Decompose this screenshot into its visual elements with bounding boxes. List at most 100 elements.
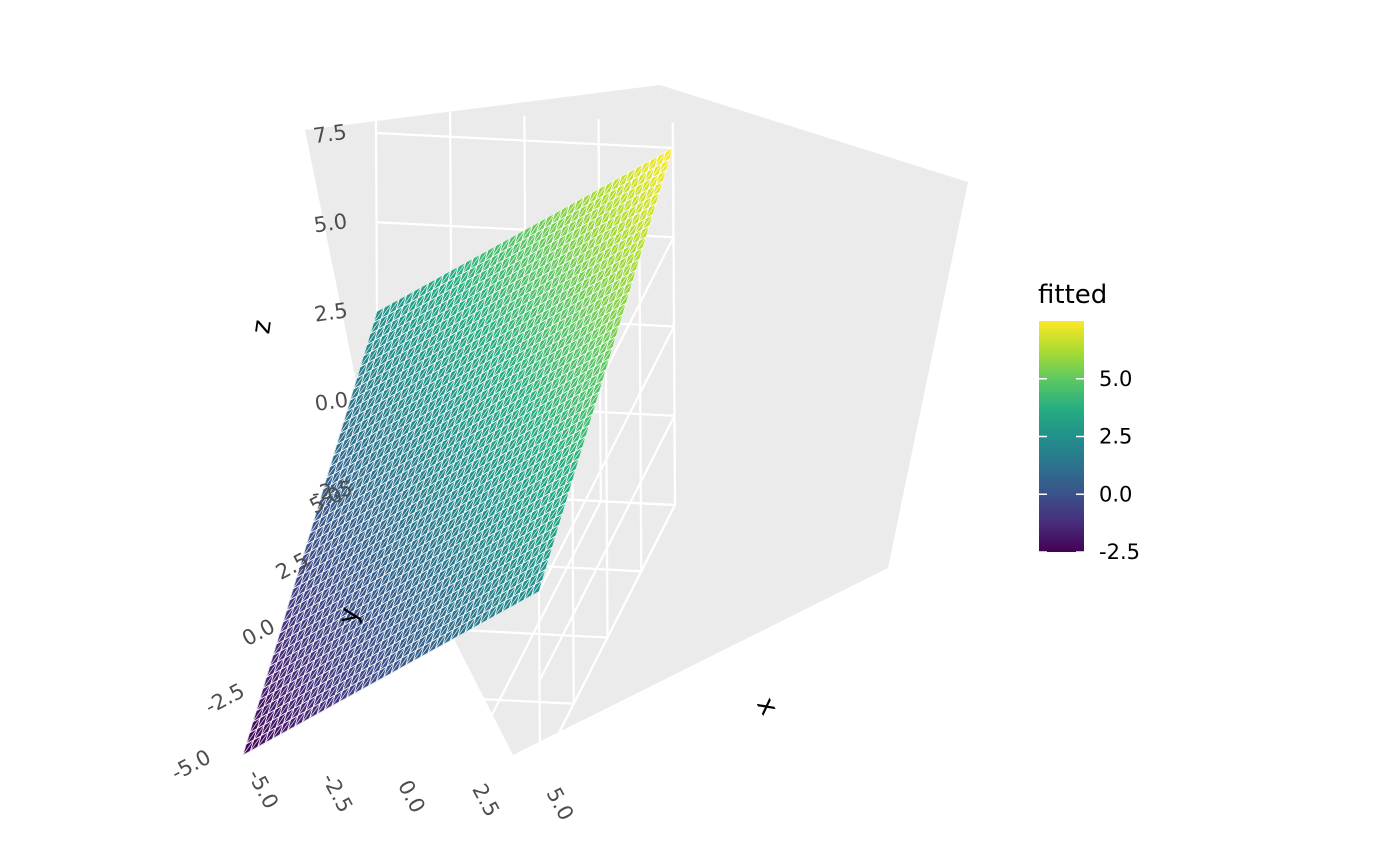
mesh-diagonal: [348, 450, 360, 466]
mesh-diagonal: [400, 624, 413, 641]
mesh-diagonal: [256, 713, 269, 729]
mesh-diagonal: [315, 662, 327, 679]
mesh-diagonal: [345, 461, 357, 477]
mesh-diagonal: [329, 636, 341, 652]
mesh-diagonal: [415, 413, 427, 429]
mesh-diagonal: [394, 461, 406, 478]
mesh-diagonal: [387, 567, 399, 584]
mesh-diagonal: [269, 650, 281, 667]
mesh-diagonal: [421, 474, 433, 491]
mesh-diagonal: [303, 659, 316, 676]
mesh-diagonal: [473, 344, 485, 361]
mesh-diagonal: [437, 502, 449, 519]
mesh-diagonal: [324, 611, 336, 627]
mesh-diagonal: [434, 430, 447, 446]
mesh-diagonal: [297, 681, 309, 698]
mesh-diagonal: [352, 457, 365, 473]
mesh-diagonal: [380, 589, 392, 606]
mesh-diagonal: [322, 658, 335, 675]
mesh-diagonal: [280, 653, 293, 670]
mesh-diagonal: [373, 611, 386, 628]
mesh-diagonal: [375, 546, 387, 563]
mesh-diagonal: [354, 409, 366, 426]
mesh-diagonal: [442, 342, 455, 359]
mesh-diagonal: [257, 731, 269, 748]
mesh-diagonal: [352, 558, 365, 575]
mesh-diagonal: [383, 375, 395, 392]
mesh-diagonal: [426, 517, 439, 534]
mesh-diagonal: [313, 626, 326, 642]
mesh-diagonal: [421, 373, 433, 389]
mesh-diagonal: [411, 424, 424, 441]
mesh-diagonal: [450, 440, 462, 456]
mesh-diagonal: [417, 282, 430, 299]
mesh-diagonal: [368, 383, 381, 400]
mesh-diagonal: [477, 268, 489, 284]
mesh-diagonal: [326, 563, 338, 580]
mesh-diagonal: [462, 276, 475, 292]
mesh-diagonal: [343, 425, 356, 441]
mesh-diagonal: [405, 548, 417, 564]
mesh-diagonal: [405, 464, 418, 481]
mesh-diagonal: [301, 688, 313, 705]
mesh-diagonal: [521, 225, 533, 242]
mesh-diagonal: [385, 513, 397, 529]
mesh-diagonal: [380, 404, 393, 421]
mesh-diagonal: [385, 531, 398, 547]
mesh-diagonal: [467, 301, 479, 317]
mesh-diagonal: [305, 594, 317, 610]
mesh-diagonal: [377, 415, 389, 432]
mesh-diagonal: [428, 553, 440, 570]
mesh-diagonal: [479, 304, 491, 320]
mesh-diagonal: [423, 343, 436, 360]
mesh-diagonal: [422, 510, 435, 527]
mesh-diagonal: [410, 286, 422, 303]
mesh-diagonal: [296, 562, 308, 578]
mesh-diagonal: [330, 672, 343, 689]
mesh-diagonal: [401, 541, 413, 557]
mesh-diagonal: [394, 563, 406, 579]
mesh-diagonal: [432, 376, 445, 392]
mesh-diagonal: [318, 651, 330, 668]
mesh-diagonal: [381, 321, 393, 337]
mesh-diagonal: [419, 521, 431, 538]
mesh-diagonal: [372, 575, 384, 592]
mesh-diagonal: [319, 568, 331, 584]
mesh-diagonal: [402, 374, 414, 390]
mesh-diagonal: [367, 633, 379, 650]
mesh-diagonal: [260, 702, 272, 718]
gridline-y-right-wall: [671, 123, 677, 506]
mesh-diagonal: [362, 525, 375, 542]
mesh-diagonal: [393, 443, 406, 460]
mesh-diagonal: [294, 711, 306, 727]
mesh-diagonal: [382, 440, 394, 457]
mesh-diagonal: [410, 388, 422, 404]
mesh-diagonal: [432, 274, 444, 291]
mesh-diagonal: [387, 465, 399, 482]
mesh-diagonal: [427, 535, 439, 552]
mesh-diagonal: [434, 513, 446, 530]
mesh-diagonal: [424, 565, 437, 581]
mesh-diagonal: [438, 520, 450, 537]
mesh-diagonal: [436, 281, 448, 298]
mesh-diagonal: [409, 555, 421, 571]
mesh-diagonal: [253, 724, 265, 741]
mesh-diagonal: [376, 481, 388, 497]
mesh-diagonal: [360, 656, 372, 672]
mesh-diagonal: [359, 619, 371, 636]
mesh-diagonal: [299, 551, 311, 567]
mesh-diagonal: [464, 312, 476, 329]
mesh-diagonal: [458, 352, 470, 369]
mesh-diagonal: [461, 341, 473, 358]
mesh-diagonal: [311, 655, 323, 672]
mesh-diagonal: [460, 323, 473, 340]
mesh-diagonal: [333, 440, 345, 456]
mesh-diagonal: [471, 409, 484, 426]
mesh-diagonal: [396, 331, 409, 347]
mesh-diagonal: [392, 324, 405, 340]
mesh-diagonal: [490, 307, 502, 323]
mesh-diagonal: [391, 490, 404, 507]
mesh-diagonal: [406, 584, 419, 600]
mesh-diagonal: [491, 343, 504, 359]
mesh-diagonal: [297, 699, 310, 716]
